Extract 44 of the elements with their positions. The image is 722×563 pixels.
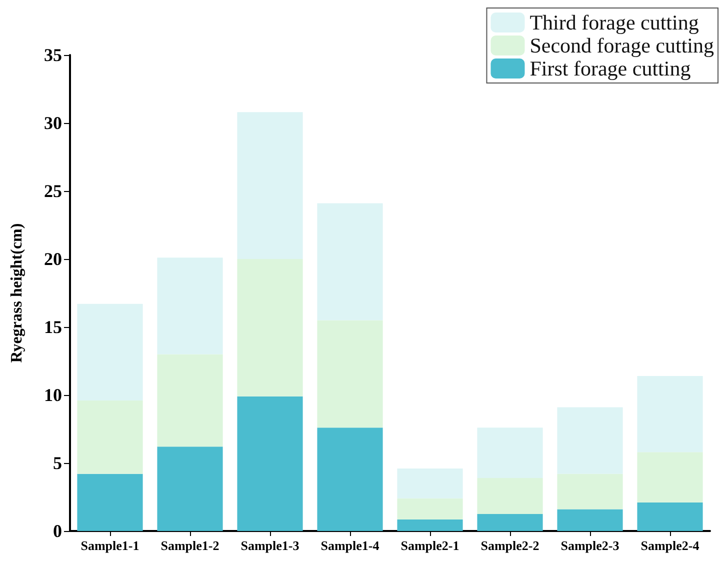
x-tick-label: Sample1-2	[160, 538, 220, 553]
x-tick-label: Sample2-2	[480, 538, 540, 553]
legend-label: Third forage cutting	[530, 10, 700, 34]
y-tick-label: 0	[53, 521, 62, 541]
bar	[637, 376, 703, 452]
y-tick-label: 15	[44, 317, 62, 337]
bar	[317, 203, 383, 320]
legend-label: Second forage cutting	[530, 34, 714, 58]
y-tick-label: 10	[44, 385, 62, 405]
bar	[477, 478, 543, 514]
y-tick-label: 5	[53, 453, 62, 473]
x-tick-label: Sample2-4	[640, 538, 700, 553]
x-tick-label: Sample1-3	[240, 538, 300, 553]
bar	[77, 474, 143, 531]
bar	[77, 400, 143, 474]
bar	[557, 474, 623, 510]
x-tick-label: Sample1-4	[320, 538, 380, 553]
bar	[157, 258, 223, 354]
bar	[317, 320, 383, 428]
y-axis-title: Ryegrass height(cm)	[8, 223, 26, 363]
bar	[397, 498, 463, 520]
bar	[237, 112, 303, 259]
y-tick-label: 35	[44, 45, 62, 65]
bar	[637, 502, 703, 531]
bar	[557, 407, 623, 474]
bar	[157, 354, 223, 447]
legend-label: First forage cutting	[530, 56, 692, 80]
bar	[237, 259, 303, 396]
bar	[637, 452, 703, 502]
y-tick-label: 30	[44, 113, 62, 133]
y-tick-label: 25	[44, 181, 62, 201]
bar	[477, 428, 543, 478]
bar	[237, 396, 303, 531]
y-tick-label: 20	[44, 249, 62, 269]
x-tick-label: Sample2-3	[560, 538, 620, 553]
bar	[477, 514, 543, 531]
bar	[397, 519, 463, 531]
bar	[397, 468, 463, 498]
x-tick-label: Sample2-1	[400, 538, 460, 553]
x-tick-label: Sample1-1	[80, 538, 140, 553]
bar	[317, 428, 383, 531]
bar	[77, 304, 143, 400]
bar	[557, 509, 623, 531]
bar	[157, 446, 223, 531]
